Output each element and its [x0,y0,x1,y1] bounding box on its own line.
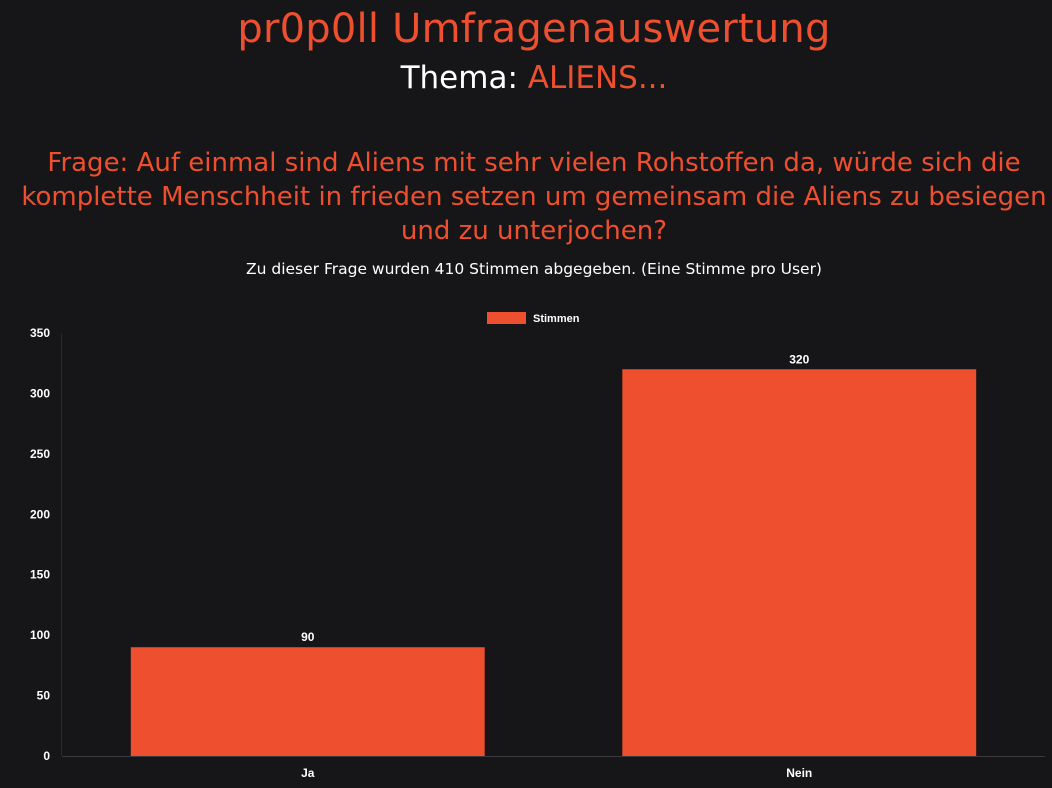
topic-line: Thema: ALIENS... [0,60,1052,96]
bar-ja [130,647,485,756]
y-tick-label: 350 [30,326,50,340]
y-tick-label: 250 [30,447,50,461]
y-tick-label: 300 [30,386,50,400]
y-tick-label: 0 [43,749,50,763]
y-tick-label: 200 [30,507,50,521]
page-title: pr0p0ll Umfragenauswertung [237,6,831,52]
data-label-ja: 90 [301,630,315,644]
question-text: Frage: Auf einmal sind Aliens mit sehr v… [21,148,1047,246]
x-tick-label-ja: Ja [301,766,315,780]
topic-label: Thema: [400,60,518,96]
vote-chart: 0 50 100 150 200 250 300 350 Stimmen 90 Ja 320 Nein [30,312,1045,780]
topic-value: ALIENS... [527,60,668,96]
y-tick-label: 50 [37,689,51,703]
legend-swatch [487,312,526,324]
data-label-nein: 320 [789,352,809,366]
x-tick-label-nein: Nein [786,766,812,780]
y-tick-label: 100 [30,628,50,642]
bar-nein [622,369,977,756]
legend-label: Stimmen [533,313,580,325]
y-tick-label: 150 [30,568,50,582]
votes-info: Zu dieser Frage wurden 410 Stimmen abgeg… [246,260,822,278]
